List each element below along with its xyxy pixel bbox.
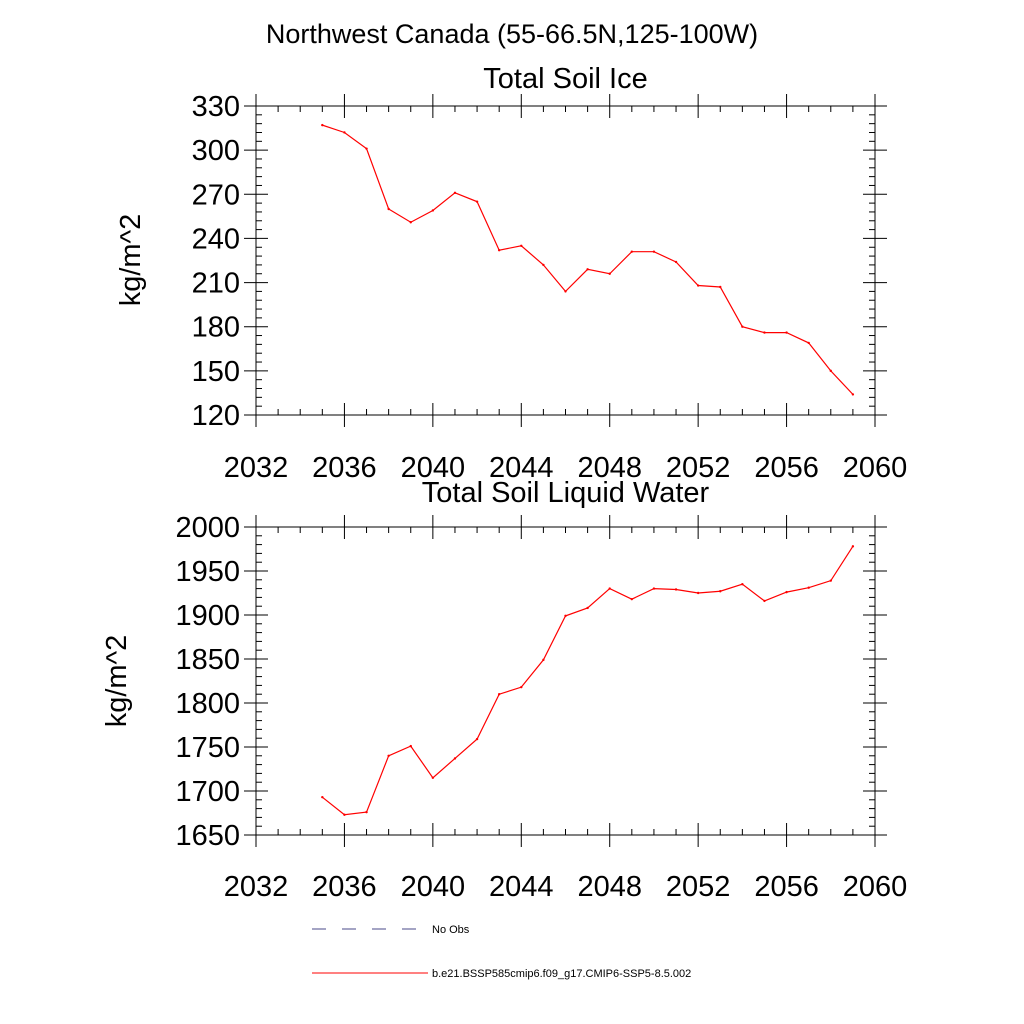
data-point-2056 bbox=[785, 590, 788, 594]
data-point-2036 bbox=[343, 813, 346, 816]
data-point-2046 bbox=[564, 290, 567, 293]
data-point-2046 bbox=[564, 614, 567, 618]
x-tick-label-2032: 2032 bbox=[224, 871, 289, 903]
plot-frame bbox=[255, 526, 876, 836]
y-tick-label-1850: 1850 bbox=[175, 644, 240, 676]
data-point-2041 bbox=[453, 757, 457, 760]
data-point-2044 bbox=[520, 244, 523, 247]
y-tick-label-330: 330 bbox=[192, 91, 240, 123]
data-point-2059 bbox=[851, 393, 855, 396]
data-point-2056 bbox=[785, 331, 788, 334]
y-tick-label-240: 240 bbox=[192, 223, 240, 255]
x-tick-label-2032: 2032 bbox=[224, 452, 289, 484]
panel-soil-ice: 2032 2036 2040 2044 2048 2052 2056 2060 120 150 18… bbox=[115, 63, 907, 484]
data-point-2052 bbox=[696, 591, 700, 595]
data-point-2043 bbox=[497, 693, 501, 696]
y-tick-label-150: 150 bbox=[192, 356, 240, 388]
legend-label-model-run: b.e21.BSSP585cmip6.f09_g17.CMIP6-SSP5-8.… bbox=[432, 968, 691, 980]
data-point-2051 bbox=[674, 588, 678, 591]
data-point-2055 bbox=[763, 331, 766, 334]
data-point-2043 bbox=[497, 249, 501, 252]
series-line bbox=[322, 124, 854, 395]
x-tick-label-2036: 2036 bbox=[312, 452, 377, 484]
data-point-2041 bbox=[453, 191, 457, 195]
x-tick-label-2040: 2040 bbox=[401, 452, 466, 484]
data-point-2049 bbox=[630, 597, 634, 601]
data-point-2040 bbox=[431, 776, 435, 779]
data-point-2048 bbox=[608, 587, 611, 590]
data-point-2035 bbox=[321, 795, 324, 799]
data-point-2053 bbox=[719, 590, 722, 593]
data-point-2044 bbox=[520, 685, 523, 689]
data-point-2042 bbox=[475, 737, 479, 741]
data-point-2057 bbox=[807, 586, 810, 589]
x-tick-label-2044: 2044 bbox=[489, 871, 554, 903]
x-tick-label-2052: 2052 bbox=[666, 452, 731, 484]
y-tick-label-270: 270 bbox=[192, 179, 240, 211]
y-tick-label-180: 180 bbox=[192, 312, 240, 344]
data-point-2058 bbox=[829, 579, 832, 582]
data-point-2050 bbox=[652, 587, 656, 590]
x-tick-label-2040: 2040 bbox=[401, 871, 466, 903]
data-point-2039 bbox=[409, 221, 412, 224]
data-point-2052 bbox=[696, 284, 700, 287]
x-tick-label-2044: 2044 bbox=[489, 452, 554, 484]
x-tick-label-2036: 2036 bbox=[312, 871, 377, 903]
data-point-2036 bbox=[343, 131, 346, 134]
data-point-2038 bbox=[387, 207, 390, 211]
data-point-2038 bbox=[387, 754, 390, 757]
x-tick-label-2048: 2048 bbox=[577, 871, 642, 903]
data-point-2054 bbox=[741, 325, 744, 328]
panel-soil-liquid-water: 2032 2036 2040 2044 2048 2052 2056 2060 1650 1700… bbox=[101, 477, 907, 903]
y-tick-label-1750: 1750 bbox=[175, 732, 240, 764]
data-point-2059 bbox=[851, 545, 855, 548]
data-point-2037 bbox=[365, 810, 368, 814]
x-tick-label-2060: 2060 bbox=[843, 452, 908, 484]
data-point-2039 bbox=[409, 744, 412, 748]
chart-title-total-soil-ice: Total Soil Ice bbox=[483, 63, 647, 95]
data-point-2058 bbox=[829, 369, 832, 373]
y-tick-label-1950: 1950 bbox=[175, 556, 240, 588]
x-tick-label-2060: 2060 bbox=[843, 871, 908, 903]
data-point-2035 bbox=[321, 123, 324, 127]
y-tick-label-1650: 1650 bbox=[175, 820, 240, 852]
x-tick-label-2056: 2056 bbox=[754, 871, 819, 903]
data-point-2037 bbox=[365, 147, 368, 150]
y-tick-label-1900: 1900 bbox=[175, 600, 240, 632]
y-tick-label-1800: 1800 bbox=[175, 688, 240, 720]
figure-title: Northwest Canada (55-66.5N,125-100W) bbox=[266, 19, 758, 49]
y-tick-label-210: 210 bbox=[192, 268, 240, 300]
data-point-2042 bbox=[475, 200, 479, 203]
data-point-2051 bbox=[674, 260, 678, 264]
data-point-2040 bbox=[431, 209, 435, 212]
legend-label-no-obs: No Obs bbox=[432, 924, 470, 936]
x-tick-label-2048: 2048 bbox=[577, 452, 642, 484]
plot-frame bbox=[255, 105, 876, 416]
data-point-2048 bbox=[608, 272, 611, 275]
data-point-2057 bbox=[807, 341, 810, 345]
y-tick-label-2000: 2000 bbox=[175, 512, 240, 544]
data-point-2053 bbox=[719, 285, 722, 289]
data-point-2049 bbox=[630, 250, 634, 253]
y-tick-label-300: 300 bbox=[192, 135, 240, 167]
y-axis-label: kg/m^2 bbox=[115, 214, 147, 307]
series-line bbox=[321, 546, 854, 816]
data-point-2055 bbox=[763, 599, 766, 603]
y-tick-label-120: 120 bbox=[192, 400, 240, 432]
data-point-2050 bbox=[652, 250, 656, 253]
data-point-2045 bbox=[542, 658, 545, 662]
data-point-2047 bbox=[586, 268, 589, 271]
x-tick-label-2052: 2052 bbox=[666, 871, 731, 903]
data-point-2054 bbox=[741, 583, 744, 586]
legend: No Obs b.e21.BSSP585cmip6.f09_g17.CMIP6-… bbox=[312, 924, 691, 980]
y-axis-label: kg/m^2 bbox=[101, 635, 133, 728]
x-tick-label-2056: 2056 bbox=[754, 452, 819, 484]
chart-title-total-soil-liquid-water: Total Soil Liquid Water bbox=[422, 477, 710, 509]
data-point-2047 bbox=[586, 606, 589, 610]
y-tick-label-1700: 1700 bbox=[175, 776, 240, 808]
data-point-2045 bbox=[542, 263, 545, 267]
